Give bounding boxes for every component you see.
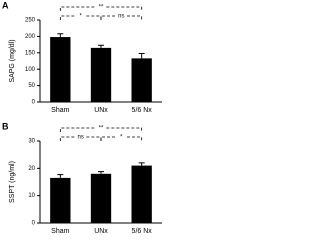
y-tick-label: 200 <box>25 34 36 40</box>
significance-label: ** <box>99 126 104 132</box>
y-tick-label: 100 <box>25 67 36 73</box>
bar <box>90 173 112 223</box>
bar <box>50 37 71 102</box>
significance-label: ns <box>118 14 124 20</box>
x-tick-label: Sham <box>51 107 69 114</box>
bracket-label-bg <box>96 4 106 10</box>
significance-label: * <box>120 135 123 141</box>
bracket-label-bg <box>75 13 86 19</box>
bar <box>50 177 71 223</box>
bar <box>90 47 112 102</box>
significance-bracket <box>59 6 143 11</box>
significance-bracket <box>100 15 143 20</box>
y-axis-label: SAPG (mg/dl) <box>9 39 16 82</box>
y-tick-label: 0 <box>32 100 36 106</box>
bracket-label-bg <box>96 125 106 131</box>
significance-bracket <box>59 127 143 132</box>
bracket-label-bg <box>116 134 127 140</box>
significance-bracket <box>100 136 143 141</box>
y-tick-label: 250 <box>25 18 36 24</box>
panel-letter: B <box>2 121 9 131</box>
y-tick-label: 50 <box>28 83 35 89</box>
y-axis-label: SSPT (ng/ml) <box>9 161 16 203</box>
significance-label: ns <box>77 135 83 141</box>
panel-letter: A <box>2 0 9 10</box>
y-tick-label: 10 <box>28 193 35 199</box>
x-tick-label: 5/6 Nx <box>132 228 153 235</box>
y-tick-label: 150 <box>25 50 36 56</box>
bar <box>131 58 152 102</box>
x-tick-label: UNx <box>94 107 108 114</box>
x-tick-label: Sham <box>51 228 69 235</box>
bar <box>131 165 152 223</box>
x-tick-label: 5/6 Nx <box>132 107 153 114</box>
bracket-label-bg <box>116 13 127 19</box>
x-tick-label: UNx <box>94 228 108 235</box>
significance-label: ** <box>99 5 104 11</box>
y-tick-label: 20 <box>28 166 35 172</box>
significance-label: * <box>79 14 82 20</box>
y-tick-label: 0 <box>32 221 36 227</box>
y-tick-label: 30 <box>28 139 35 145</box>
bracket-label-bg <box>75 134 86 140</box>
